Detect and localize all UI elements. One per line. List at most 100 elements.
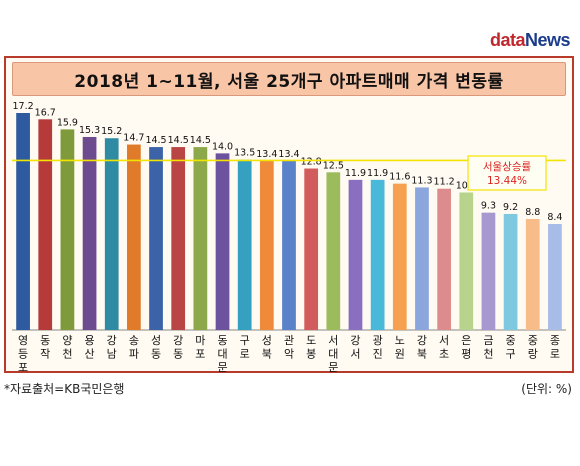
- bar: [259, 160, 274, 330]
- data-label: 10.9: [456, 180, 477, 191]
- category-label: 종: [550, 334, 560, 347]
- category-label: 천: [62, 347, 72, 361]
- category-label: 초: [439, 348, 449, 361]
- bar: [60, 129, 75, 330]
- category-label: 강: [107, 334, 117, 347]
- category-label: 강: [417, 334, 427, 347]
- category-label: 관: [284, 334, 294, 347]
- bar: [503, 213, 518, 330]
- bar: [392, 183, 407, 330]
- data-label: 15.9: [57, 117, 78, 128]
- bar: [104, 138, 119, 330]
- data-label: 13.5: [234, 148, 255, 159]
- bar: [171, 147, 186, 330]
- bar: [215, 153, 230, 330]
- bar: [282, 160, 296, 330]
- category-label: 금: [483, 334, 493, 347]
- bar: [415, 187, 429, 330]
- source-note: *자료출처=KB국민은행: [4, 382, 125, 396]
- category-label: 문: [217, 361, 227, 374]
- bar: [304, 168, 319, 330]
- bar: [16, 113, 30, 330]
- category-label: 북: [262, 348, 272, 361]
- bar: [481, 212, 496, 330]
- category-label: 랑: [528, 348, 538, 361]
- category-label: 원: [395, 348, 405, 361]
- category-label: 송: [129, 334, 139, 347]
- datanews-logo: dataNews: [489, 30, 571, 50]
- category-label: 로: [550, 348, 560, 361]
- seoul-average-label-box: [467, 155, 547, 191]
- data-label: 11.6: [389, 172, 410, 183]
- category-label: 강: [173, 334, 183, 347]
- bar: [525, 218, 540, 330]
- data-label: 14.5: [168, 135, 189, 146]
- data-label: 15.3: [79, 125, 100, 136]
- category-label: 대: [217, 348, 227, 361]
- seoul-average-label: 서울상승률: [483, 161, 532, 173]
- bar: [348, 179, 363, 330]
- bar: [548, 224, 562, 330]
- category-label: 대: [328, 348, 338, 361]
- category-label: 북: [417, 348, 427, 361]
- data-label: 17.2: [13, 101, 34, 112]
- category-label: 진: [373, 348, 383, 361]
- data-label: 14.7: [123, 133, 144, 144]
- category-label: 서: [328, 334, 338, 347]
- category-label: 서: [350, 348, 360, 361]
- bar: [437, 188, 451, 330]
- category-label: 포: [18, 361, 28, 374]
- data-label: 14.0: [212, 141, 233, 152]
- category-label: 문: [328, 361, 338, 374]
- unit-note: (단위: %): [521, 382, 572, 396]
- category-label: 구: [506, 348, 516, 361]
- data-label: 9.3: [481, 201, 496, 212]
- category-label: 강: [350, 334, 360, 347]
- category-label: 서: [439, 334, 449, 347]
- category-label: 영: [18, 334, 28, 347]
- category-label: 로: [240, 348, 250, 361]
- category-label: 동: [217, 334, 227, 347]
- category-label: 용: [84, 334, 94, 347]
- bar: [82, 136, 97, 330]
- category-label: 도: [306, 334, 316, 347]
- data-label: 13.4: [256, 149, 277, 160]
- category-label: 포: [195, 348, 205, 361]
- data-label: 16.7: [35, 107, 56, 118]
- category-label: 광: [373, 334, 383, 347]
- category-label: 작: [40, 348, 50, 361]
- data-label: 14.5: [190, 135, 211, 146]
- data-label: 11.9: [367, 168, 388, 179]
- category-label: 동: [151, 348, 161, 361]
- seoul-average-value: 13.44%: [487, 175, 527, 187]
- chart-title: 2018년 1~11월, 서울 25개구 아파트매매 가격 변동률: [12, 62, 566, 96]
- bar: [370, 179, 385, 330]
- bar: [38, 119, 53, 330]
- category-label: 등: [18, 348, 28, 361]
- category-label: 구: [240, 334, 250, 347]
- category-label: 남: [107, 348, 117, 361]
- bar: [127, 144, 141, 330]
- category-label: 동: [173, 348, 183, 361]
- category-label: 동: [40, 334, 50, 347]
- bar: [149, 147, 163, 330]
- data-label: 11.3: [411, 175, 432, 186]
- category-label: 파: [129, 348, 139, 361]
- data-label: 14.5: [145, 135, 166, 146]
- category-label: 평: [461, 348, 471, 361]
- bar: [237, 159, 252, 330]
- data-label: 8.4: [547, 212, 562, 223]
- category-label: 양: [62, 334, 72, 347]
- category-label: 마: [195, 334, 205, 347]
- category-label: 산: [84, 348, 94, 361]
- category-label: 성: [151, 334, 161, 347]
- bar: [193, 147, 208, 330]
- data-label: 11.2: [434, 177, 455, 188]
- data-label: 12.5: [323, 160, 344, 171]
- bar: [326, 172, 341, 330]
- data-label: 13.4: [278, 149, 299, 160]
- category-label: 은: [461, 334, 471, 347]
- data-label: 11.9: [345, 168, 366, 179]
- data-label: 8.8: [525, 207, 540, 218]
